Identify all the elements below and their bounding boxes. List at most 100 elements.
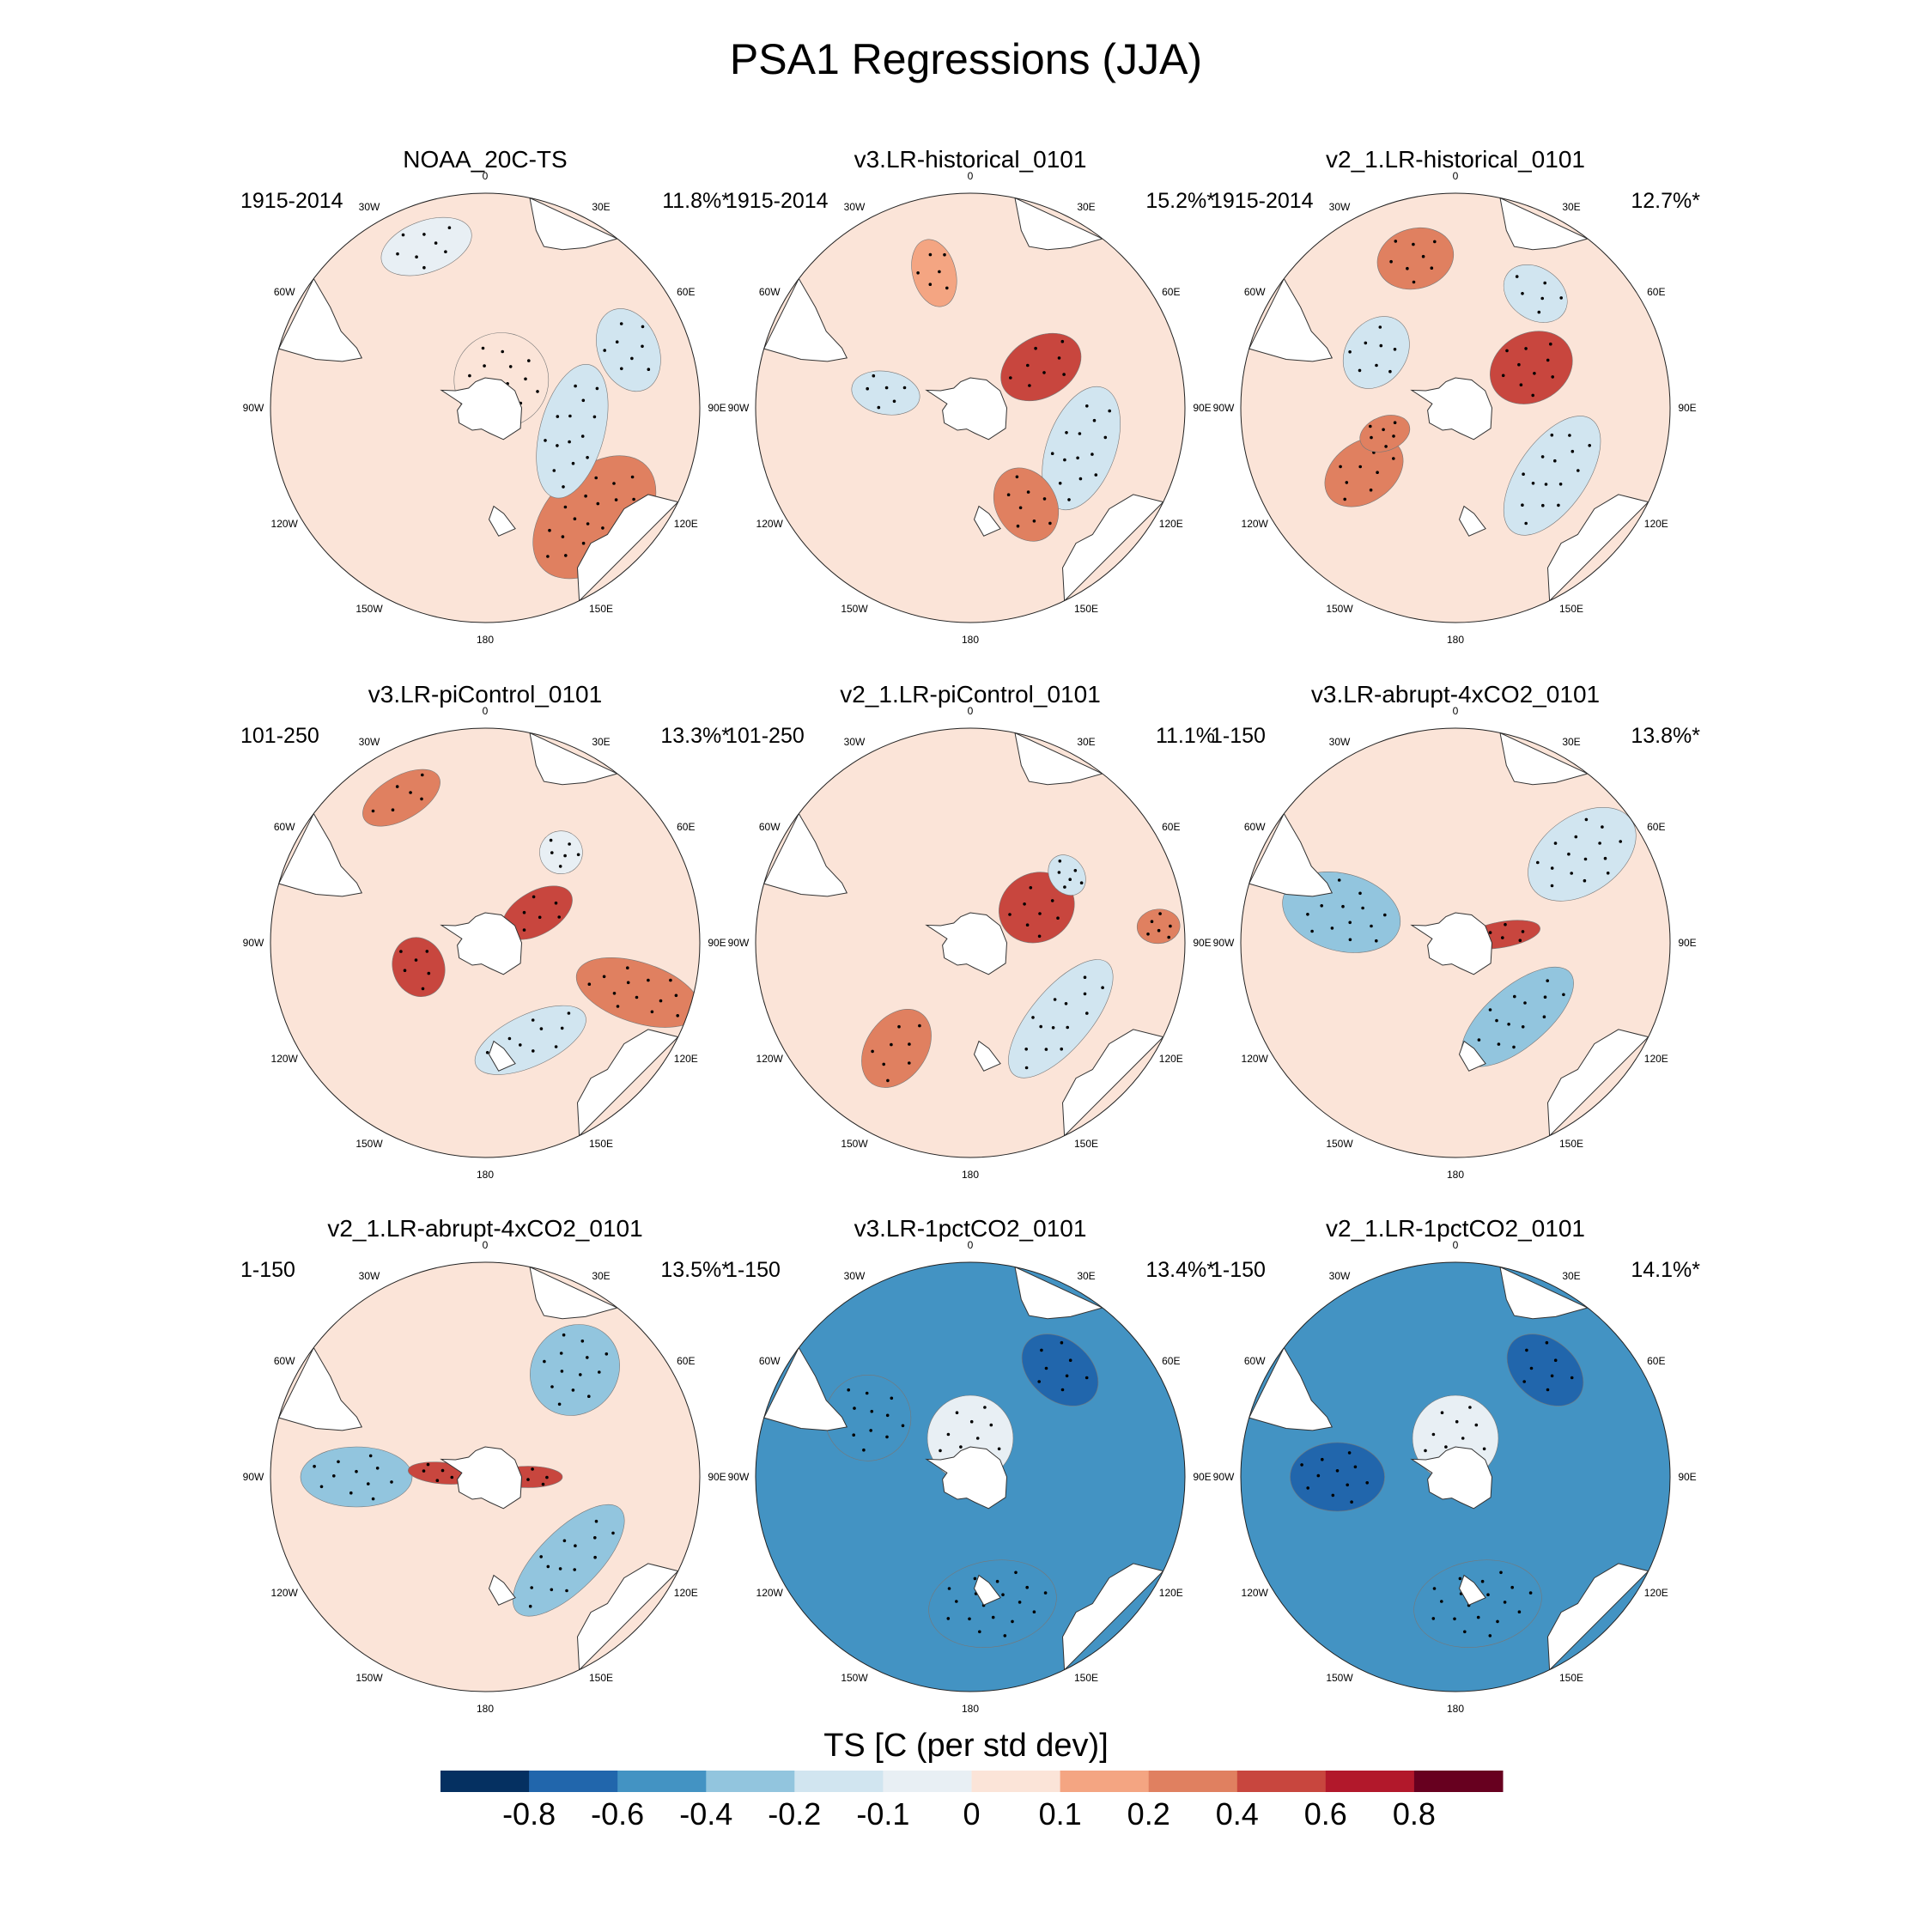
- significance-dot: [1584, 817, 1589, 822]
- significance-dot: [884, 386, 889, 390]
- significance-dot: [892, 399, 896, 404]
- longitude-label: 120W: [756, 1053, 784, 1065]
- significance-dot: [1536, 860, 1540, 865]
- significance-dot: [1044, 1048, 1048, 1051]
- significance-dot: [557, 915, 561, 919]
- australia-landmass: [1546, 1563, 1649, 1671]
- significance-dot: [1060, 1047, 1063, 1051]
- longitude-label: 30E: [592, 1270, 610, 1282]
- longitude-label: 0: [483, 705, 489, 717]
- significance-dot: [390, 1480, 393, 1484]
- longitude-label: 90E: [708, 402, 726, 414]
- significance-dot: [532, 1049, 535, 1053]
- longitude-label: 150W: [841, 603, 868, 615]
- significance-dot: [1320, 904, 1323, 908]
- anomaly-patch: [1042, 386, 1121, 511]
- significance-dot: [1540, 296, 1544, 301]
- significance-dot: [1570, 1376, 1574, 1380]
- anomaly-patch: [392, 937, 446, 997]
- significance-dot: [1583, 878, 1587, 883]
- significance-dot: [403, 969, 407, 972]
- significance-dot: [1543, 995, 1547, 999]
- significance-dot: [1348, 350, 1352, 354]
- longitude-label: 60W: [1244, 821, 1266, 833]
- significance-dot: [1540, 455, 1545, 459]
- australia-landmass: [576, 1029, 679, 1137]
- longitude-label: 90E: [1193, 402, 1211, 414]
- longitude-label: 120E: [1159, 1587, 1183, 1599]
- longitude-label: 180: [477, 1703, 494, 1715]
- south-america-landmass: [1248, 277, 1334, 362]
- australia-landmass: [1546, 1029, 1649, 1137]
- significance-dot: [983, 1406, 987, 1409]
- longitude-label: 30E: [592, 736, 610, 748]
- significance-dot: [1038, 912, 1042, 915]
- panel-title: NOAA_20C-TS: [403, 146, 568, 173]
- significance-dot: [1008, 913, 1012, 916]
- longitude-label: 60E: [1162, 286, 1180, 298]
- significance-dot: [1545, 1340, 1549, 1345]
- significance-dot: [1024, 1048, 1028, 1051]
- significance-dot: [1431, 1617, 1436, 1620]
- longitude-label: 0: [968, 705, 974, 717]
- significance-dot: [1558, 483, 1563, 486]
- significance-dot: [355, 1469, 358, 1473]
- longitude-label: 60W: [1244, 1355, 1266, 1367]
- significance-dot: [1157, 928, 1161, 933]
- significance-dot: [676, 1014, 679, 1018]
- longitude-label: 30E: [1077, 736, 1095, 748]
- significance-dot: [969, 1419, 974, 1424]
- significance-dot: [1018, 506, 1023, 510]
- new-zealand-landmass: [1458, 1574, 1486, 1606]
- significance-dot: [1598, 841, 1601, 845]
- significance-dot: [1370, 924, 1373, 928]
- significance-dot: [1553, 459, 1557, 463]
- longitude-label: 60W: [274, 821, 295, 833]
- significance-dot: [1521, 1025, 1525, 1029]
- longitude-label: 120W: [1242, 1587, 1269, 1599]
- longitude-label: 90W: [243, 402, 264, 414]
- australia-landmass: [1061, 1029, 1164, 1137]
- significance-dot: [1486, 1593, 1490, 1596]
- significance-dot: [871, 1049, 874, 1054]
- south-america-landmass: [277, 1346, 363, 1431]
- colorbar-title: TS [C (per std dev)]: [823, 1728, 1109, 1764]
- longitude-label: 90W: [728, 1471, 750, 1483]
- significance-dot: [450, 1475, 454, 1479]
- significance-dot: [620, 367, 623, 371]
- variance-percent: 11.1%: [1155, 724, 1215, 748]
- significance-dot: [601, 526, 605, 530]
- significance-dot: [595, 386, 599, 391]
- significance-dot: [527, 359, 531, 362]
- significance-dot: [1158, 912, 1162, 915]
- anomaly-patch: [1324, 436, 1404, 507]
- significance-dot: [1463, 1630, 1467, 1634]
- significance-dot: [1528, 1591, 1533, 1595]
- map-panel: 0 30E 60E 90E 120E 150E 180 150W 120W 90W 60W 30W v…: [696, 681, 1245, 1196]
- south-america-landmass: [277, 812, 363, 897]
- longitude-label: 60E: [1647, 286, 1665, 298]
- significance-dot: [1523, 1001, 1527, 1005]
- polar-map: 0 30E 60E 90E 120E 150E 180 150W 120W 90W 60W 30W: [728, 1239, 1212, 1715]
- significance-dot: [908, 1042, 911, 1046]
- significance-dot: [548, 528, 551, 532]
- longitude-label: 120E: [674, 518, 698, 530]
- anomaly-patch: [1376, 228, 1455, 290]
- longitude-label: 30E: [1562, 1270, 1580, 1282]
- longitude-label: 180: [477, 634, 494, 646]
- significance-dot: [1379, 343, 1383, 348]
- longitude-label: 150W: [1326, 1672, 1353, 1684]
- anomaly-patch: [1048, 854, 1086, 896]
- significance-dot: [946, 1617, 951, 1620]
- significance-dot: [1524, 347, 1528, 350]
- anomaly-field: [762, 732, 1181, 1137]
- longitude-label: 120W: [1242, 518, 1269, 530]
- significance-dot: [367, 1482, 370, 1485]
- longitude-label: 0: [483, 170, 489, 182]
- significance-dot: [1512, 1045, 1516, 1049]
- significance-dot: [1412, 280, 1416, 284]
- significance-dot: [1060, 1388, 1065, 1392]
- significance-dot: [1370, 435, 1373, 440]
- significance-dot: [426, 1462, 430, 1467]
- significance-dot: [1339, 465, 1342, 469]
